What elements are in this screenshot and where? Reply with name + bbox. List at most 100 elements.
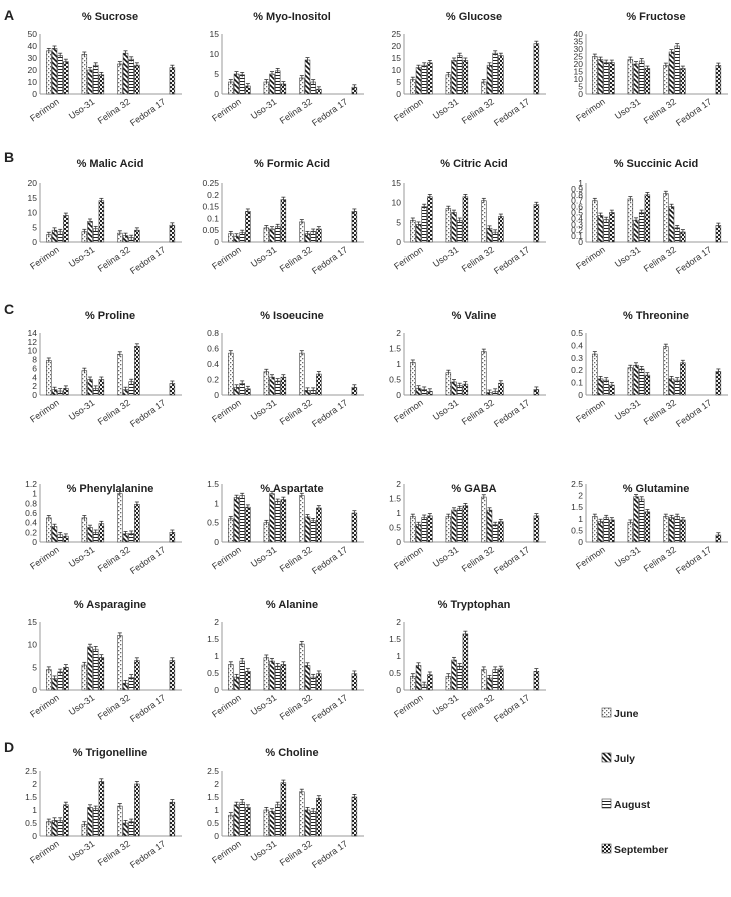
y-tick-label: 1.5 <box>389 344 401 354</box>
chart-title: % Aspartate <box>260 483 323 495</box>
chart-tryptophan: % Tryptophan 0 0.5 1 1.5 2 Ferimon Uso-31 Felina… <box>389 599 546 724</box>
chart-title: % Valine <box>452 310 497 322</box>
bar-september-ferimon <box>63 804 69 837</box>
bar-august-ferimon <box>603 219 609 243</box>
chart-title: % Formic Acid <box>254 158 330 170</box>
section-label-b: B <box>4 149 14 165</box>
y-tick-label: 0.8 <box>207 328 219 338</box>
bar-september-felina-32 <box>134 64 140 95</box>
bar-july-felina-32 <box>304 809 311 837</box>
bar-september-fedora-17 <box>533 204 540 243</box>
y-tick-label: 5 <box>396 217 401 227</box>
x-tick-label: Felina 32 <box>642 397 678 426</box>
x-tick-label: Fedora 17 <box>310 838 349 870</box>
y-tick-label: 0.5 <box>389 668 401 678</box>
bar-september-ferimon <box>427 515 433 543</box>
y-tick-label: 10 <box>392 198 402 208</box>
bar-june-felina-32 <box>117 635 123 691</box>
x-tick-label: Uso-31 <box>67 397 97 422</box>
legend-item-august: August <box>601 798 651 811</box>
bar-august-uso-31 <box>638 368 645 396</box>
bar-july-uso-31 <box>269 810 275 837</box>
x-tick-label: Felina 32 <box>460 692 496 721</box>
y-tick-label: 2 <box>214 779 219 789</box>
y-tick-label: 20 <box>28 65 38 75</box>
bar-september-fedora-17 <box>715 371 722 396</box>
chart-myo-inositol: % Myo-Inositol 0 5 10 15 Ferimon Uso-31 Felina … <box>210 11 364 128</box>
bar-june-felina-32 <box>299 495 305 543</box>
x-tick-label: Fedora 17 <box>492 96 531 128</box>
chart-gaba: % GABA 0 0.5 1 1.5 2 Ferimon Uso-31 Felina 32Fed… <box>389 479 546 576</box>
x-tick-label: Fedora 17 <box>492 692 531 724</box>
bar-september-felina-32 <box>134 345 140 396</box>
bar-august-ferimon <box>421 517 427 543</box>
y-tick-label: 0.15 <box>202 202 219 212</box>
y-tick-label: 0 <box>214 831 219 841</box>
y-tick-label: 0 <box>214 89 219 99</box>
y-tick-label: 35 <box>574 37 584 47</box>
bar-september-felina-32 <box>498 216 504 243</box>
chart-valine: % Valine 0 0.5 1 1.5 2 Ferimon Uso-31 Felina 32F… <box>389 310 546 429</box>
y-tick-label: 0.5 <box>25 818 37 828</box>
bar-september-uso-31 <box>280 199 287 243</box>
bar-july-felina-32 <box>486 509 493 543</box>
bar-july-uso-31 <box>633 364 639 396</box>
x-tick-label: Felina 32 <box>460 96 496 125</box>
bar-july-ferimon <box>415 524 422 543</box>
bar-june-ferimon <box>592 516 598 543</box>
bar-june-felina-32 <box>299 352 305 396</box>
x-tick-label: Uso-31 <box>67 838 97 863</box>
bar-september-felina-32 <box>134 783 140 837</box>
y-tick-label: 10 <box>28 346 38 356</box>
y-tick-label: 1.5 <box>571 502 583 512</box>
bar-september-felina-32 <box>498 668 504 691</box>
y-tick-label: 0 <box>578 537 583 547</box>
bar-september-ferimon <box>427 62 433 95</box>
x-tick-label: Felina 32 <box>278 96 314 125</box>
bar-august-uso-31 <box>638 60 645 95</box>
chart-title: % Choline <box>265 747 318 759</box>
y-tick-label: 0 <box>32 390 37 400</box>
bar-june-felina-32 <box>117 63 123 95</box>
y-tick-label: 5 <box>578 82 583 92</box>
bar-june-felina-32 <box>481 351 487 396</box>
y-tick-label: 0 <box>32 237 37 247</box>
bar-july-uso-31 <box>451 212 457 243</box>
x-tick-label: Ferimon <box>210 96 243 123</box>
x-tick-label: Ferimon <box>392 692 425 719</box>
bar-july-ferimon <box>597 521 604 543</box>
bar-september-uso-31 <box>98 74 105 95</box>
section-label-d: D <box>4 739 14 755</box>
x-tick-label: Felina 32 <box>96 244 132 273</box>
x-tick-label: Fedora 17 <box>674 244 713 276</box>
y-tick-label: 0.5 <box>207 668 219 678</box>
y-tick-label: 0 <box>396 237 401 247</box>
bar-september-uso-31 <box>98 200 105 243</box>
x-tick-label: Ferimon <box>574 397 607 424</box>
y-tick-label: 15 <box>392 53 402 63</box>
bar-september-uso-31 <box>98 657 105 691</box>
x-tick-label: Uso-31 <box>613 244 643 269</box>
x-tick-label: Fedora 17 <box>310 244 349 276</box>
bar-august-uso-31 <box>274 665 281 691</box>
bar-july-felina-32 <box>304 665 311 691</box>
bar-june-felina-32 <box>663 346 669 396</box>
bar-august-felina-32 <box>492 52 498 95</box>
bar-september-uso-31 <box>98 781 105 837</box>
y-tick-label: 0.1 <box>571 378 583 388</box>
bar-june-ferimon <box>592 56 598 95</box>
y-tick-label: 0 <box>396 537 401 547</box>
y-tick-label: 0.9 <box>571 184 583 194</box>
bar-june-ferimon <box>46 517 52 543</box>
bar-july-uso-31 <box>451 659 457 691</box>
y-tick-label: 5 <box>32 662 37 672</box>
bar-june-uso-31 <box>81 54 88 95</box>
y-tick-label: 1.5 <box>207 479 219 489</box>
y-tick-label: 0 <box>32 537 37 547</box>
y-tick-label: 5 <box>214 69 219 79</box>
bar-june-felina-32 <box>663 65 669 95</box>
bar-july-felina-32 <box>122 52 129 95</box>
y-tick-label: 10 <box>28 640 38 650</box>
bar-september-uso-31 <box>644 68 651 95</box>
